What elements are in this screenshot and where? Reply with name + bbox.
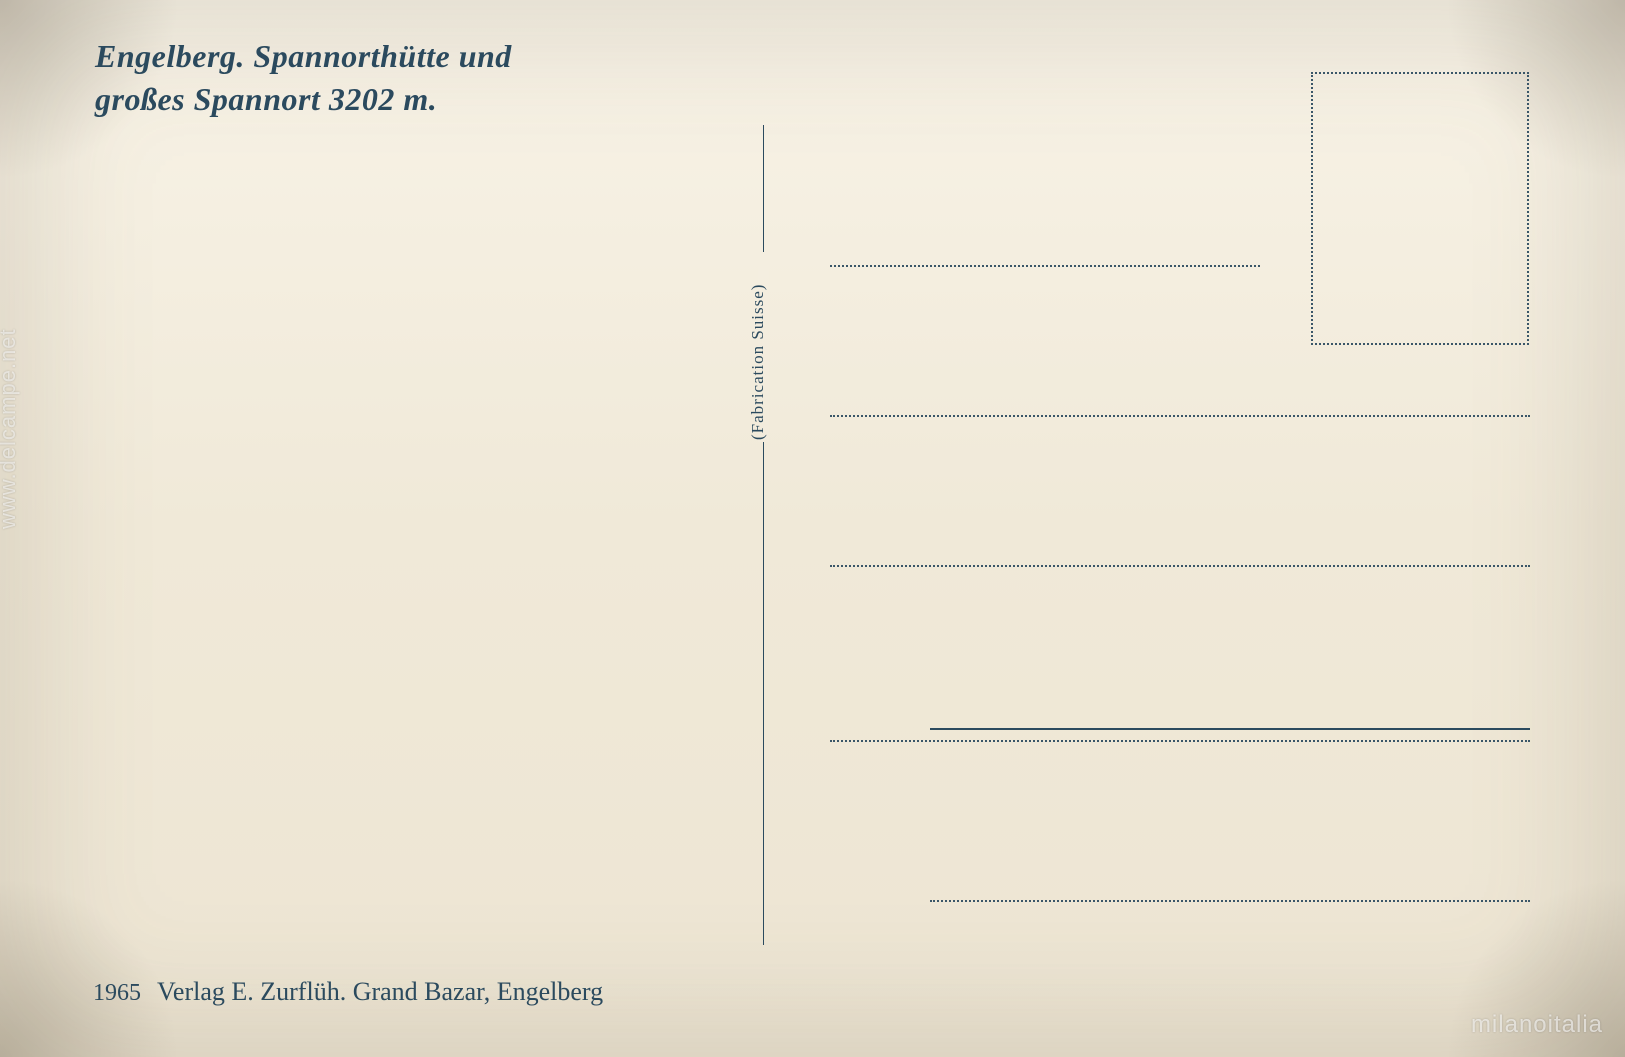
fabrication-label: (Fabrication Suisse) <box>748 284 768 440</box>
address-line <box>830 565 1530 567</box>
publisher-year: 1965 <box>93 980 141 1006</box>
corner-shadow <box>0 877 180 1057</box>
publisher-text: Verlag E. Zurflüh. Grand Bazar, Engelber… <box>157 977 603 1006</box>
address-line <box>930 728 1530 730</box>
address-line <box>830 740 1530 742</box>
postcard-back: Engelberg. Spannorthütte und großes Span… <box>0 0 1625 1057</box>
postcard-title: Engelberg. Spannorthütte und großes Span… <box>95 35 512 121</box>
title-line-2: großes Spannort 3202 m. <box>95 81 437 117</box>
watermark-right: milanoitalia <box>1471 1011 1603 1039</box>
watermark-left: www.delcampe.net <box>0 328 21 529</box>
title-line-1: Engelberg. Spannorthütte und <box>95 38 512 74</box>
stamp-box <box>1311 72 1529 345</box>
center-divider <box>763 125 764 945</box>
address-line <box>830 265 1260 267</box>
address-line <box>830 415 1530 417</box>
address-line <box>930 900 1530 902</box>
publisher-line: 1965 Verlag E. Zurflüh. Grand Bazar, Eng… <box>93 977 603 1007</box>
